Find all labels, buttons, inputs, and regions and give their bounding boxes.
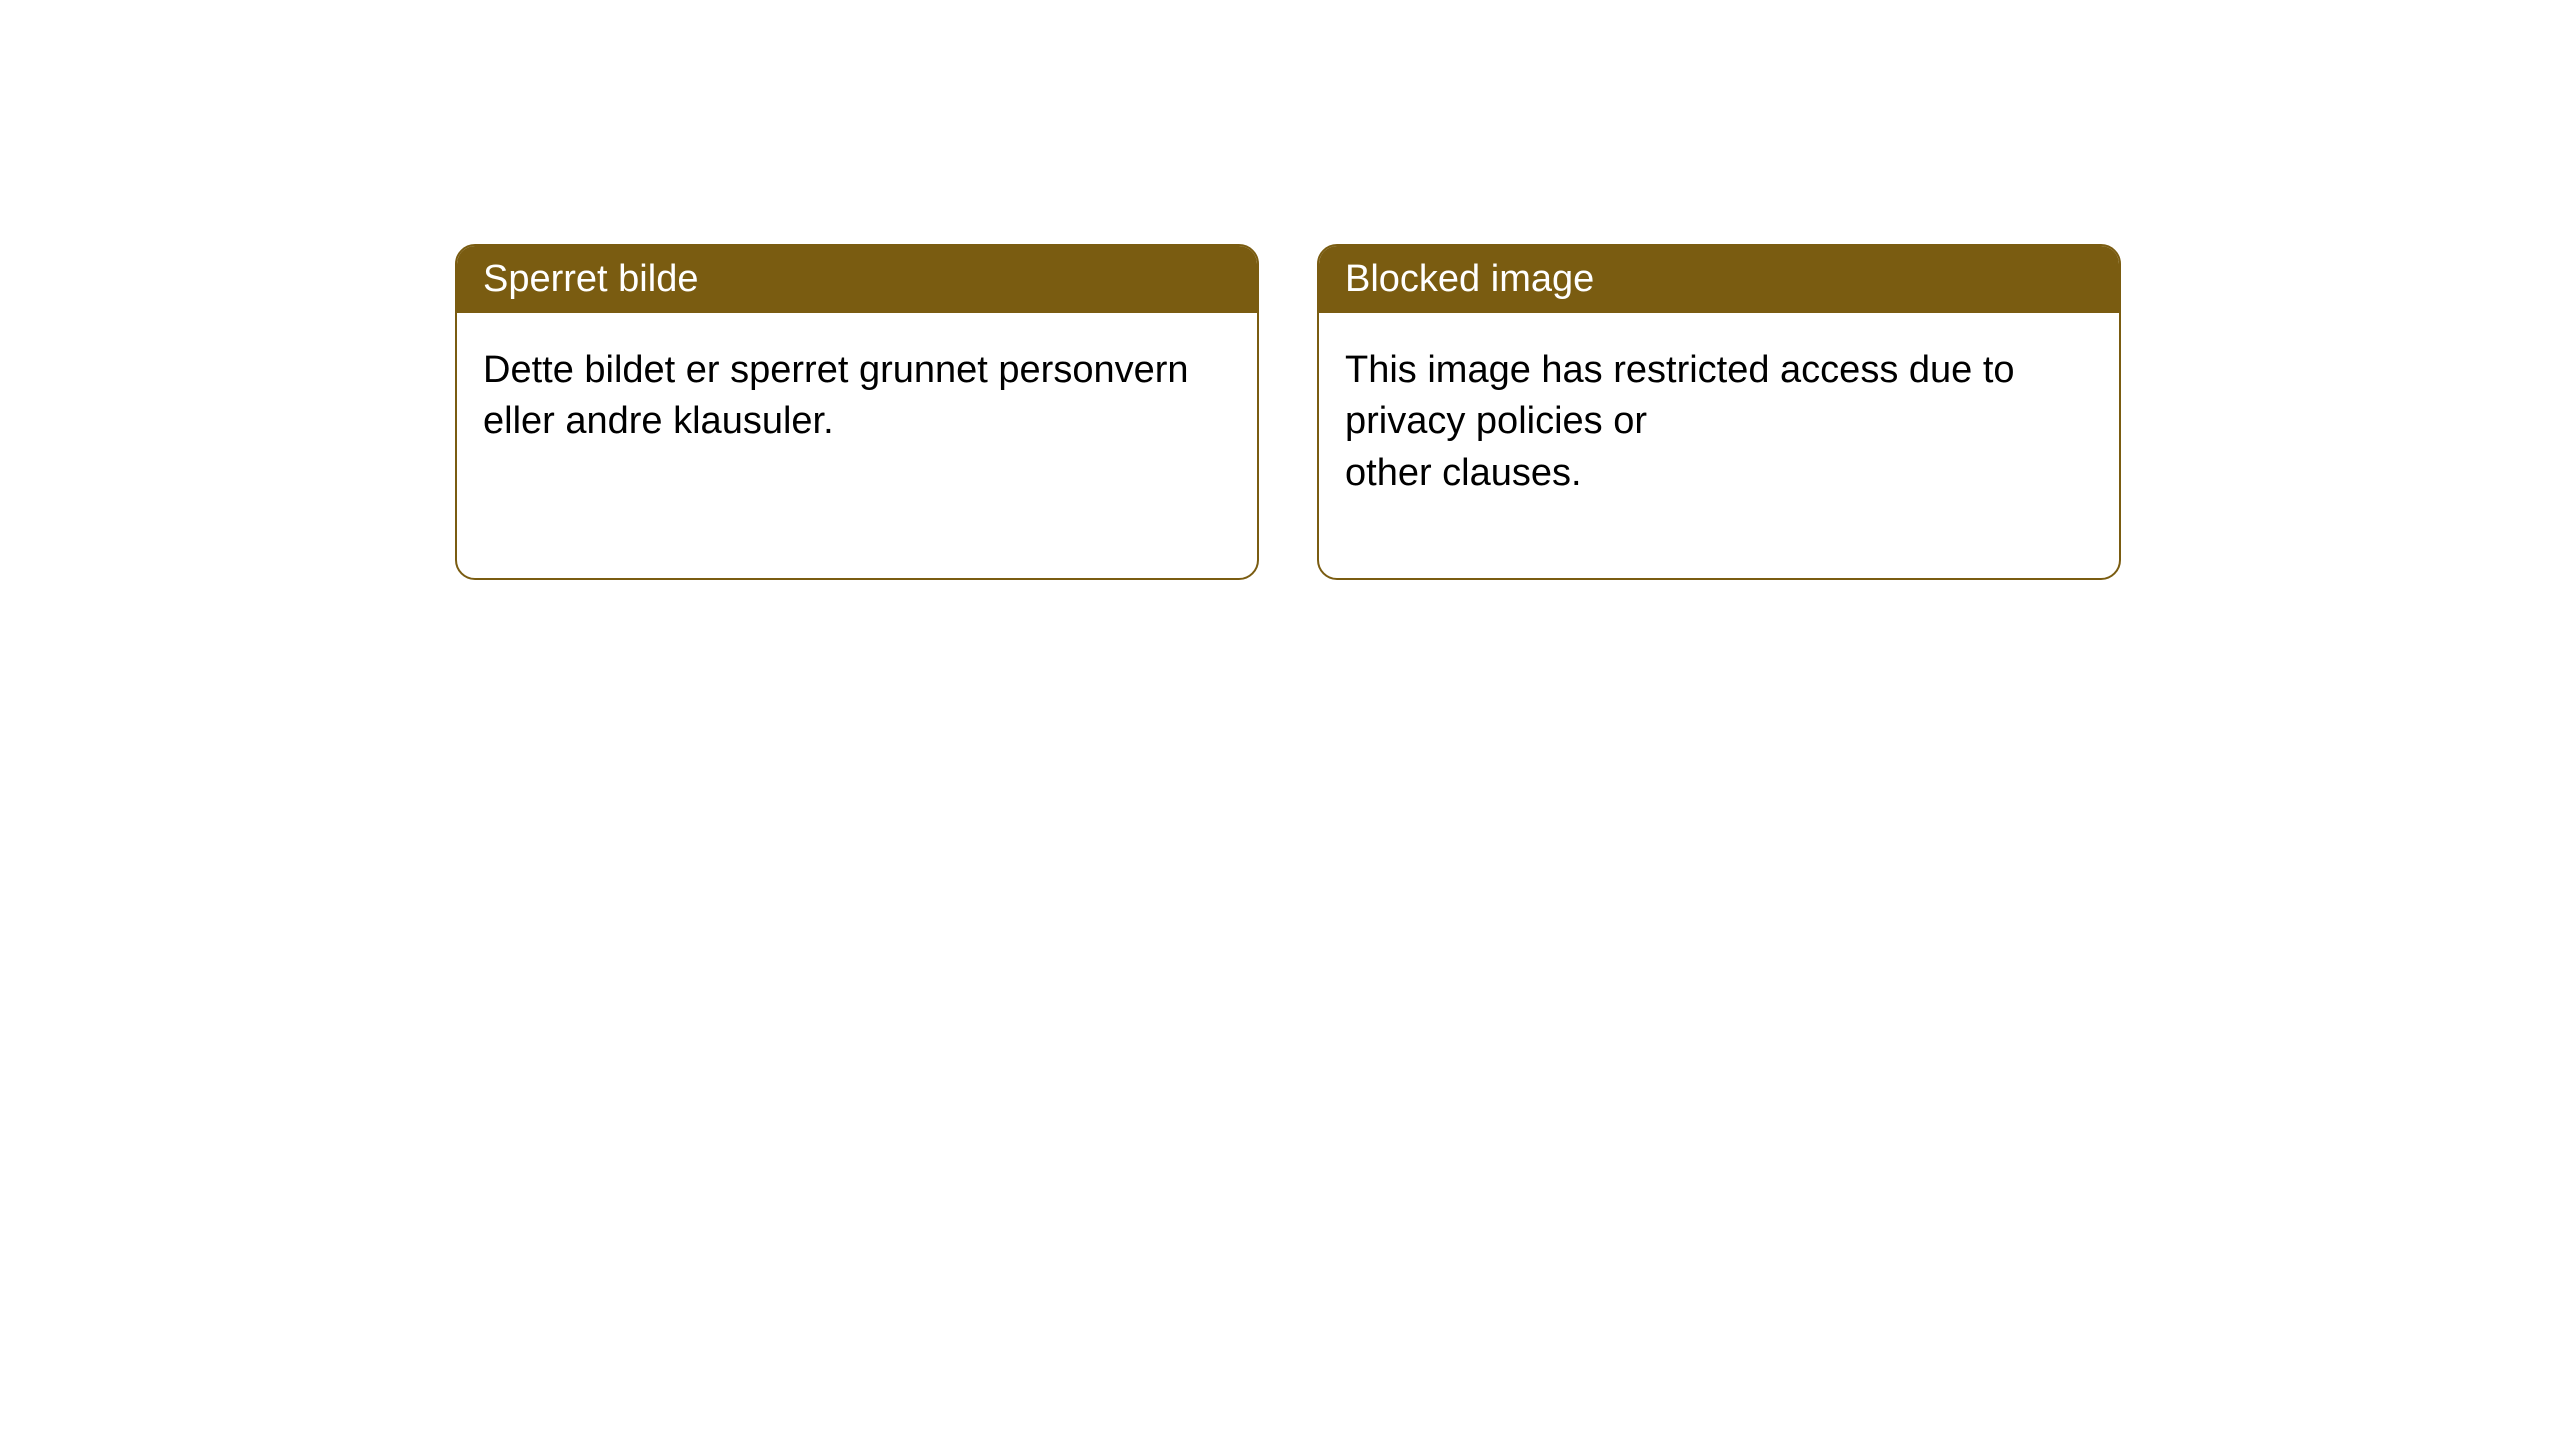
card-english: Blocked image This image has restricted … [1317,244,2121,580]
card-container: Sperret bilde Dette bildet er sperret gr… [0,0,2560,580]
card-body-english: This image has restricted access due to … [1319,313,2119,531]
card-header-norwegian: Sperret bilde [457,246,1257,313]
card-header-english: Blocked image [1319,246,2119,313]
card-norwegian: Sperret bilde Dette bildet er sperret gr… [455,244,1259,580]
card-body-norwegian: Dette bildet er sperret grunnet personve… [457,313,1257,480]
